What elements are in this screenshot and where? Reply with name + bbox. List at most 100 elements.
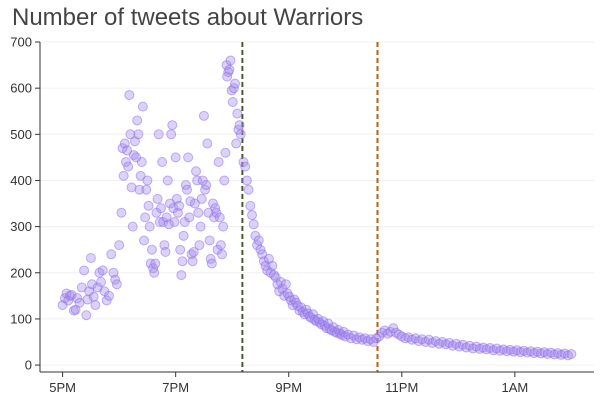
data-point	[227, 97, 238, 107]
data-point	[118, 170, 129, 181]
data-point	[204, 235, 215, 246]
data-point	[152, 193, 163, 204]
data-point	[194, 240, 205, 251]
data-point	[207, 198, 218, 209]
data-point	[103, 290, 114, 301]
data-point	[170, 152, 181, 163]
data-point	[188, 247, 199, 257]
data-point	[184, 212, 195, 223]
data-point	[214, 212, 225, 223]
data-point	[66, 289, 77, 300]
data-point	[133, 129, 144, 140]
data-point	[134, 184, 145, 195]
x-tick-label: 11PM	[385, 380, 418, 395]
data-point	[225, 55, 236, 66]
data-point	[143, 200, 154, 211]
scatter-points	[57, 55, 577, 361]
data-point	[96, 277, 107, 287]
y-tick-label: 100	[10, 311, 32, 326]
data-point	[122, 145, 133, 156]
data-point	[240, 161, 251, 172]
data-point	[243, 184, 254, 195]
y-tick-labels: 0 100 200 300 400 500 600 700	[10, 35, 32, 373]
data-point	[185, 196, 196, 207]
data-point	[160, 247, 171, 257]
data-point	[193, 207, 204, 218]
data-point	[267, 260, 278, 271]
data-point	[101, 295, 112, 306]
data-point	[116, 207, 127, 218]
data-point	[280, 279, 291, 290]
data-point	[248, 219, 259, 230]
data-point	[163, 219, 174, 230]
y-tick-label: 700	[10, 35, 32, 50]
data-point	[162, 175, 173, 186]
data-point	[232, 108, 243, 119]
y-tick-label: 0	[25, 358, 32, 373]
data-point	[157, 157, 168, 167]
data-point	[206, 258, 217, 269]
data-point	[144, 221, 155, 232]
data-point	[217, 249, 228, 260]
data-point	[87, 279, 98, 290]
data-point	[246, 210, 257, 221]
x-tick-labels: 5PM 7PM 9PM 11PM 1AM	[49, 380, 528, 395]
y-tick-label: 300	[10, 219, 32, 234]
data-point	[153, 129, 164, 140]
data-point	[127, 221, 138, 232]
data-point	[125, 129, 136, 140]
data-point	[215, 240, 226, 251]
x-tick-label: 9PM	[275, 380, 302, 395]
data-point	[213, 157, 224, 167]
data-point	[85, 253, 96, 263]
data-point	[231, 138, 242, 149]
data-point	[135, 170, 146, 181]
data-point	[191, 166, 202, 177]
data-point	[114, 240, 125, 251]
data-point	[201, 180, 212, 191]
data-point	[90, 300, 101, 311]
reference-lines	[241, 42, 379, 372]
data-point	[117, 143, 128, 154]
data-point	[146, 244, 157, 255]
data-point	[124, 90, 135, 101]
data-point	[141, 184, 152, 195]
data-point	[241, 175, 252, 186]
data-point	[202, 138, 213, 149]
data-point	[181, 184, 192, 195]
data-point	[178, 230, 189, 241]
data-point	[235, 129, 246, 140]
data-point	[139, 235, 150, 246]
data-point	[81, 310, 92, 321]
data-point	[230, 78, 241, 89]
data-point	[137, 101, 148, 112]
data-point	[234, 120, 245, 131]
data-point	[219, 175, 230, 186]
data-point	[88, 291, 99, 302]
data-point	[218, 221, 229, 232]
data-point	[187, 256, 198, 267]
data-point	[175, 244, 186, 255]
data-point	[140, 212, 151, 223]
data-point	[106, 249, 117, 260]
data-point	[167, 120, 178, 131]
y-tick-label: 400	[10, 173, 32, 188]
data-point	[245, 200, 256, 211]
data-point	[79, 265, 90, 276]
y-tick-label: 500	[10, 127, 32, 142]
x-tick-label: 5PM	[49, 380, 76, 395]
chart-title: Number of tweets about Warriors	[12, 4, 364, 31]
data-point	[224, 64, 235, 75]
data-point	[154, 217, 165, 227]
data-point	[136, 157, 147, 167]
data-point	[177, 256, 188, 267]
data-point	[192, 175, 203, 186]
data-point	[149, 267, 160, 278]
data-point	[132, 115, 143, 126]
data-point	[174, 200, 185, 211]
data-point	[155, 203, 166, 214]
data-point	[111, 279, 122, 290]
data-point	[183, 152, 194, 163]
data-point	[220, 147, 231, 158]
